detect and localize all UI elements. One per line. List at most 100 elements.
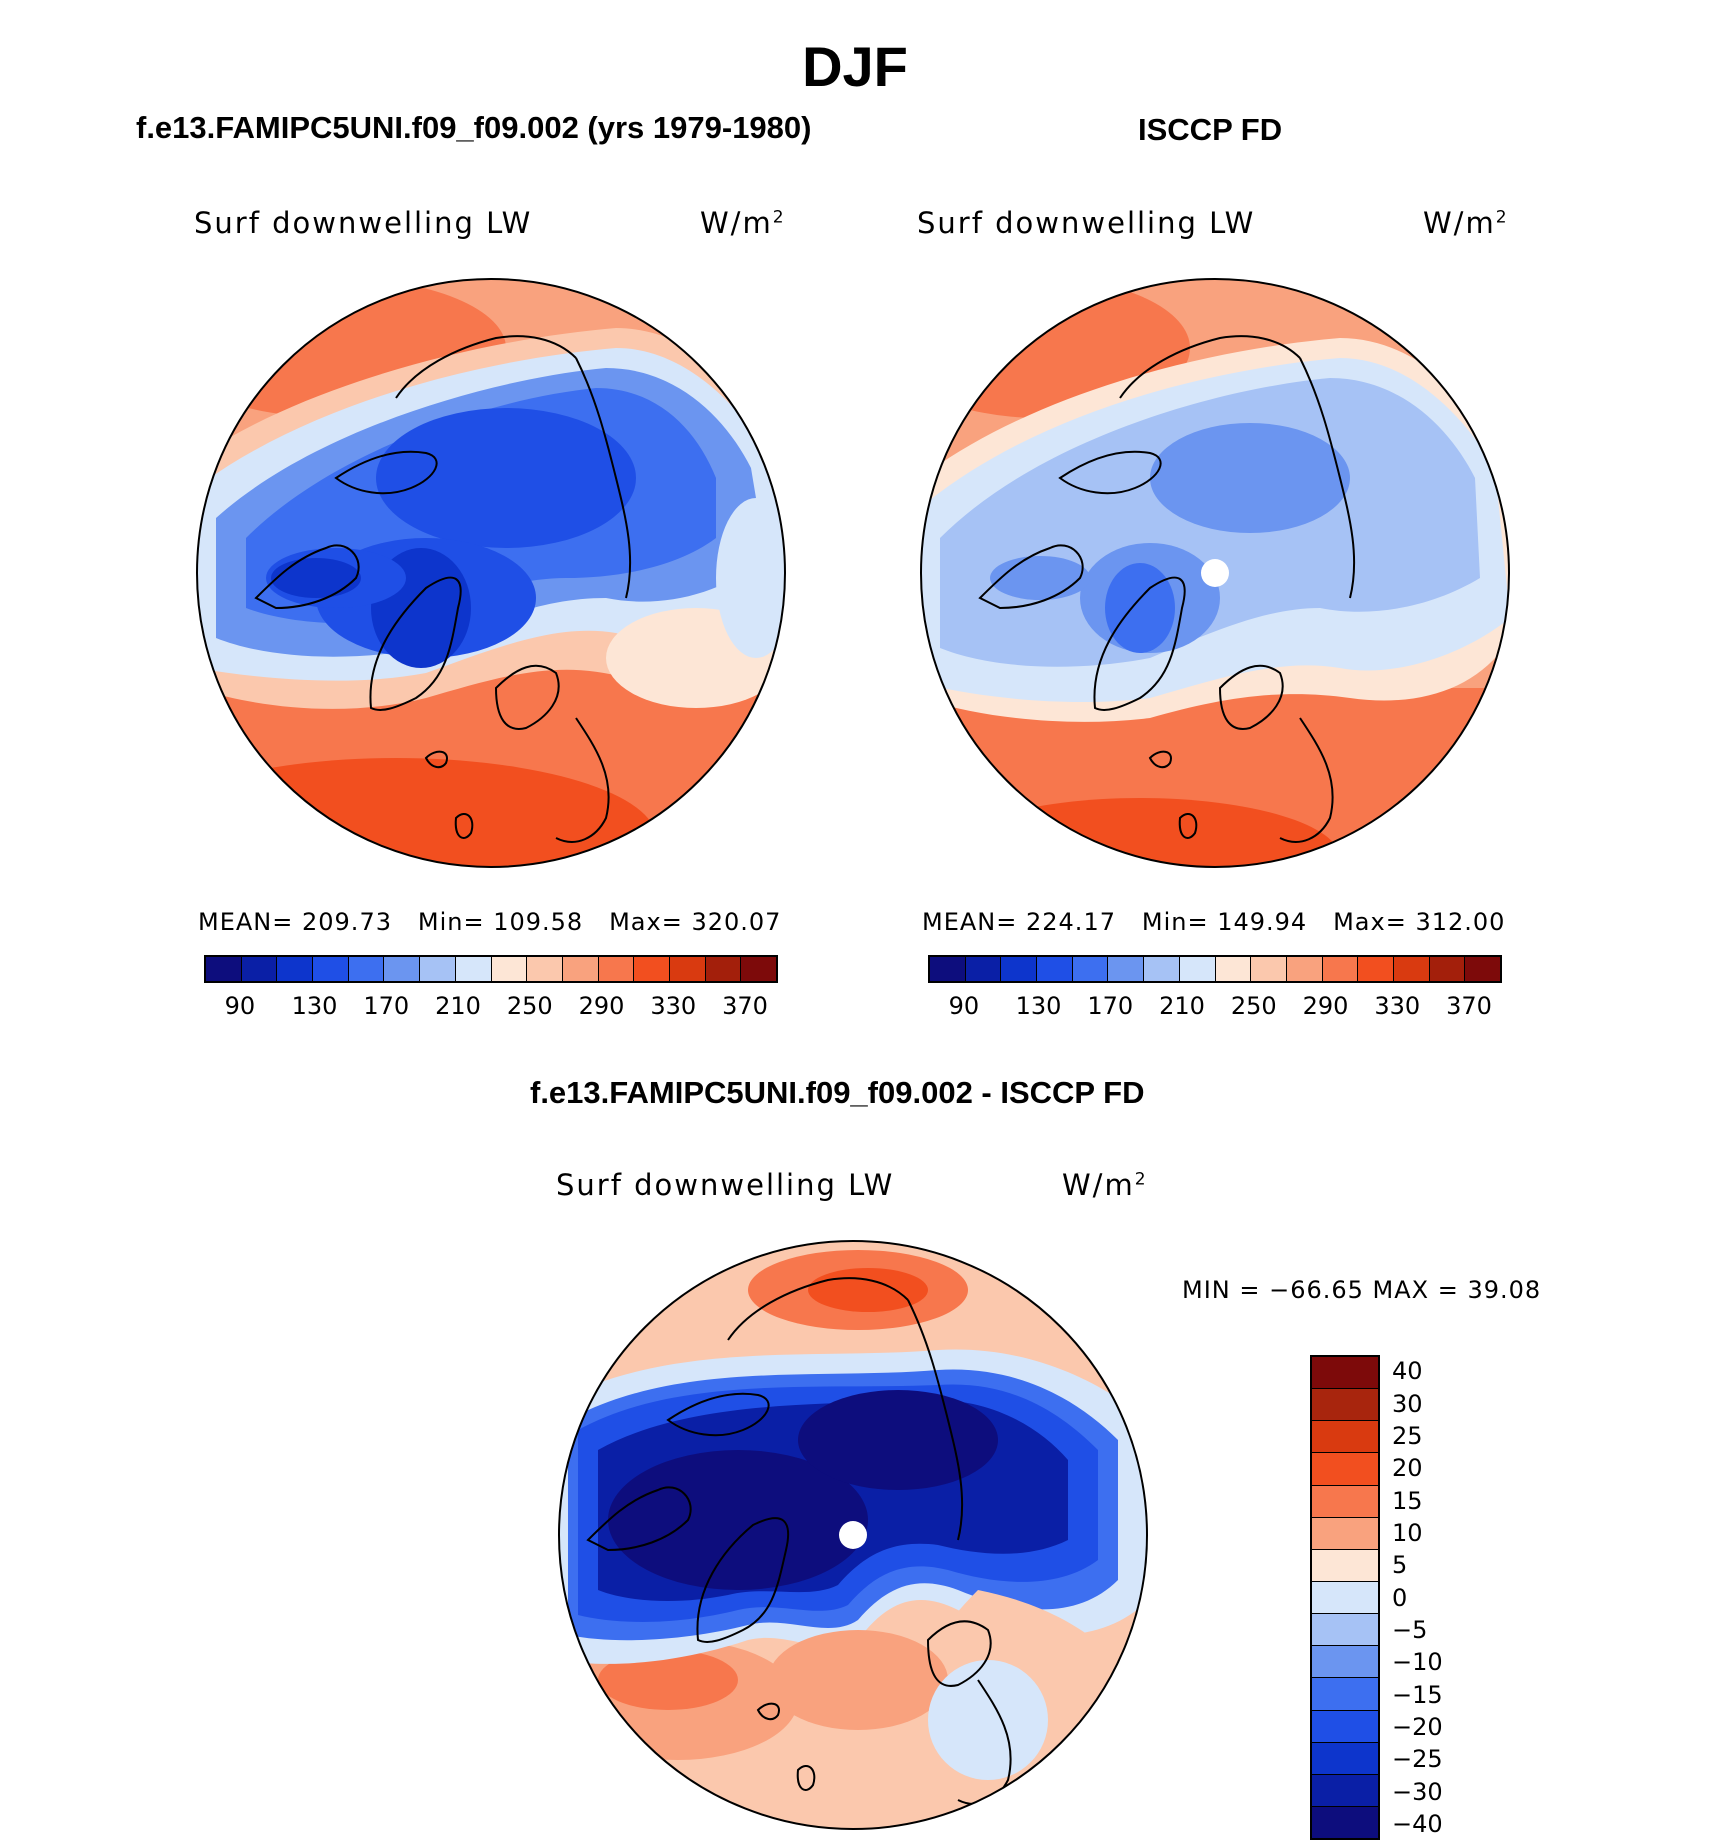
left-units-label: W/m2 xyxy=(700,206,786,240)
right-colorbar-tick-label: 210 xyxy=(1159,992,1205,1020)
right-colorbar-tick-label: 130 xyxy=(1015,992,1062,1020)
diff-colorbar-swatch xyxy=(1312,1710,1378,1743)
left-colorbar-tick-label: 130 xyxy=(291,992,338,1020)
right-colorbar-swatch xyxy=(1465,957,1500,981)
left-colorbar-tick-label: 330 xyxy=(650,992,697,1020)
diff-colorbar-swatch xyxy=(1312,1774,1378,1807)
left-colorbar-tick-label: 90 xyxy=(224,992,256,1020)
right-colorbar-swatch xyxy=(1429,957,1466,981)
diff-colorbar-tick-label: 30 xyxy=(1392,1389,1423,1418)
left-variable-label: Surf downwelling LW xyxy=(194,206,533,240)
diff-colorbar-tick-label: 15 xyxy=(1392,1486,1423,1515)
diff-colorbar-ticks: 40 30 25 20 15 10 5 0 −5 −10 −15 −20 −25 −30 −40 xyxy=(1392,1355,1492,1840)
left-stats: MEAN= 209.73 Min= 109.58 Max= 320.07 xyxy=(198,908,782,936)
right-colorbar-swatch xyxy=(1215,957,1252,981)
right-colorbar-swatch xyxy=(1358,957,1394,981)
left-colorbar-tick-label: 170 xyxy=(363,992,410,1020)
left-colorbar-swatch xyxy=(384,957,421,981)
left-colorbar-swatch xyxy=(705,957,742,981)
right-colorbar-swatch xyxy=(1108,957,1145,981)
diff-colorbar-tick-label: −5 xyxy=(1392,1615,1428,1644)
diff-colorbar-swatch xyxy=(1312,1389,1378,1422)
diff-colorbar-swatch xyxy=(1312,1549,1378,1582)
left-colorbar-swatch xyxy=(669,957,706,981)
diff-colorbar-tick-label: 5 xyxy=(1392,1551,1408,1580)
left-colorbar-swatch xyxy=(491,957,528,981)
diff-units-label: W/m2 xyxy=(1062,1168,1148,1202)
diff-colorbar xyxy=(1310,1355,1380,1840)
left-colorbar-swatch xyxy=(348,957,385,981)
diff-colorbar-swatch xyxy=(1312,1421,1378,1454)
diff-colorbar-swatch xyxy=(1312,1646,1378,1679)
diff-colorbar-swatch xyxy=(1312,1357,1378,1390)
left-colorbar-swatch xyxy=(277,957,314,981)
left-colorbar-swatch xyxy=(741,957,776,981)
right-colorbar-swatch xyxy=(965,957,1002,981)
right-colorbar-ticks: 90 130 170 210 250 290 330 370 xyxy=(928,992,1502,1022)
figure-title: DJF xyxy=(802,35,908,98)
right-colorbar-swatch xyxy=(1001,957,1038,981)
right-units-label: W/m2 xyxy=(1423,206,1509,240)
left-colorbar-ticks: 90 130 170 210 250 290 330 370 xyxy=(204,992,778,1022)
right-colorbar-tick-label: 170 xyxy=(1087,992,1134,1020)
diff-colorbar-tick-label: −20 xyxy=(1392,1712,1443,1741)
right-panel-title: ISCCP FD xyxy=(1138,112,1283,147)
diff-colorbar-tick-label: 25 xyxy=(1392,1421,1423,1450)
diff-colorbar-swatch xyxy=(1312,1614,1378,1647)
left-panel-title: f.e13.FAMIPC5UNI.f09_f09.002 (yrs 1979-1… xyxy=(136,110,812,145)
diff-colorbar-tick-label: −30 xyxy=(1392,1777,1443,1806)
right-colorbar-swatch xyxy=(1179,957,1216,981)
right-variable-label: Surf downwelling LW xyxy=(917,206,1256,240)
right-colorbar-swatch xyxy=(1286,957,1323,981)
diff-colorbar-tick-label: −25 xyxy=(1392,1745,1443,1774)
diff-colorbar-swatch xyxy=(1312,1453,1378,1486)
left-polar-map xyxy=(196,278,786,868)
right-colorbar-swatch xyxy=(1322,957,1359,981)
left-colorbar-tick-label: 210 xyxy=(435,992,481,1020)
left-colorbar-tick-label: 290 xyxy=(578,992,625,1020)
right-colorbar-swatch xyxy=(1251,957,1287,981)
diff-colorbar-swatch xyxy=(1312,1678,1378,1711)
diff-colorbar-tick-label: 20 xyxy=(1392,1454,1423,1483)
diff-minmax: MIN = −66.65 MAX = 39.08 xyxy=(1182,1276,1542,1304)
right-colorbar-tick-label: 90 xyxy=(948,992,980,1020)
left-colorbar-swatch xyxy=(455,957,492,981)
diff-colorbar-tick-label: −10 xyxy=(1392,1648,1443,1677)
right-stats: MEAN= 224.17 Min= 149.94 Max= 312.00 xyxy=(922,908,1506,936)
left-colorbar-tick-label: 370 xyxy=(722,992,768,1020)
left-colorbar xyxy=(204,955,778,983)
right-colorbar-tick-label: 370 xyxy=(1446,992,1492,1020)
right-colorbar-swatch xyxy=(1037,957,1073,981)
diff-colorbar-tick-label: 0 xyxy=(1392,1583,1408,1612)
left-colorbar-swatch xyxy=(420,957,456,981)
right-colorbar xyxy=(928,955,1502,983)
left-colorbar-tick-label: 250 xyxy=(506,992,553,1020)
diff-colorbar-tick-label: 10 xyxy=(1392,1518,1423,1547)
diff-colorbar-tick-label: −15 xyxy=(1392,1680,1443,1709)
diff-panel-title: f.e13.FAMIPC5UNI.f09_f09.002 - ISCCP FD xyxy=(530,1075,1145,1110)
diff-colorbar-swatch xyxy=(1312,1517,1378,1550)
right-polar-map xyxy=(920,278,1510,868)
diff-colorbar-swatch xyxy=(1312,1581,1378,1615)
diff-colorbar-tick-label: −40 xyxy=(1392,1809,1443,1838)
right-colorbar-swatch xyxy=(930,957,966,981)
right-colorbar-swatch xyxy=(1393,957,1430,981)
diff-polar-map xyxy=(558,1240,1148,1830)
right-colorbar-swatch xyxy=(1072,957,1109,981)
right-colorbar-swatch xyxy=(1144,957,1180,981)
diff-colorbar-swatch xyxy=(1312,1742,1378,1775)
left-colorbar-swatch xyxy=(562,957,599,981)
diff-colorbar-tick-label: 40 xyxy=(1392,1357,1423,1386)
right-colorbar-tick-label: 250 xyxy=(1230,992,1277,1020)
left-colorbar-swatch xyxy=(527,957,563,981)
left-colorbar-swatch xyxy=(634,957,670,981)
left-colorbar-swatch xyxy=(598,957,635,981)
diff-variable-label: Surf downwelling LW xyxy=(556,1168,895,1202)
right-colorbar-tick-label: 290 xyxy=(1302,992,1349,1020)
diff-colorbar-swatch xyxy=(1312,1485,1378,1518)
diff-colorbar-swatch xyxy=(1312,1806,1378,1839)
left-colorbar-swatch xyxy=(241,957,278,981)
left-colorbar-swatch xyxy=(206,957,242,981)
left-colorbar-swatch xyxy=(313,957,349,981)
right-colorbar-tick-label: 330 xyxy=(1374,992,1421,1020)
